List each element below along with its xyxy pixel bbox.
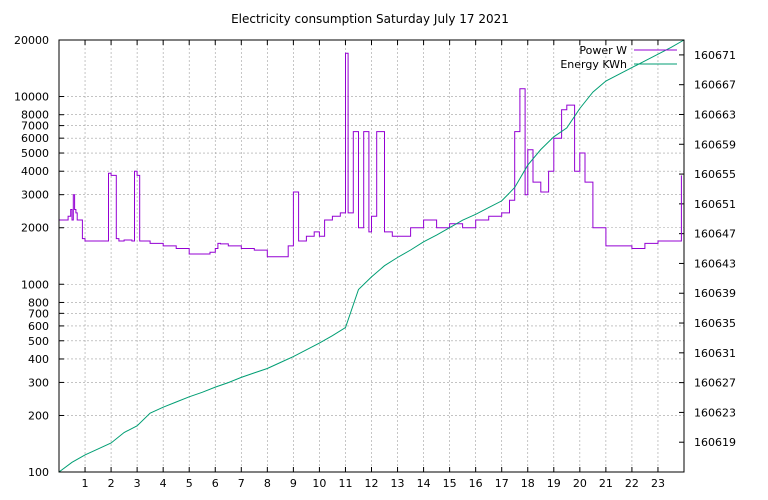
- y-right-tick-label: 160647: [694, 228, 736, 241]
- x-tick-label: 20: [573, 477, 587, 490]
- series-layer: [58, 39, 685, 473]
- series-line-1: [58, 39, 685, 473]
- legend-label-0: Power W: [579, 44, 627, 57]
- y-right-tick-label: 160663: [694, 108, 736, 121]
- legend-label-1: Energy KWh: [560, 58, 627, 71]
- y-right-tick-label: 160655: [694, 168, 736, 181]
- x-tick-label: 1: [82, 477, 89, 490]
- y-right-tick-label: 160623: [694, 406, 736, 419]
- y-left-tick-label: 4000: [21, 165, 49, 178]
- x-tick-label: 15: [443, 477, 457, 490]
- y-right-tick-label: 160643: [694, 257, 736, 270]
- x-tick-label: 14: [417, 477, 431, 490]
- x-tick-label: 10: [312, 477, 326, 490]
- y-right-tick-label: 160635: [694, 317, 736, 330]
- y-right-tick-label: 160667: [694, 79, 736, 92]
- y-left-tick-label: 7000: [21, 120, 49, 133]
- x-tick-label: 2: [108, 477, 115, 490]
- y-left-tick-label: 700: [28, 307, 49, 320]
- y-left-tick-label: 1000: [21, 278, 49, 291]
- y-right-tick-label: 160671: [694, 49, 736, 62]
- chart-title: Electricity consumption Saturday July 17…: [231, 12, 509, 26]
- y-right-tick-label: 160619: [694, 436, 736, 449]
- x-tick-label: 4: [160, 477, 167, 490]
- x-tick-label: 18: [521, 477, 535, 490]
- plot-frame: [58, 39, 685, 473]
- y-left-tick-label: 800: [28, 296, 49, 309]
- x-tick-label: 9: [290, 477, 297, 490]
- x-tick-label: 13: [391, 477, 405, 490]
- x-tick-label: 11: [338, 477, 352, 490]
- x-axis: 1 2 3 4 5 6 7 8 9 10 11 12 13 14 15 16 17 18 19 20 21 22 23: [82, 40, 665, 490]
- x-tick-label: 16: [469, 477, 483, 490]
- y-right-tick-label: 160651: [694, 198, 736, 211]
- y-left-tick-label: 500: [28, 335, 49, 348]
- x-tick-label: 5: [186, 477, 193, 490]
- y-left-tick-label: 300: [28, 376, 49, 389]
- y-left-tick-label: 5000: [21, 147, 49, 160]
- y-left-tick-label: 400: [28, 353, 49, 366]
- y-left-tick-label: 8000: [21, 109, 49, 122]
- y-left-tick-label: 100: [28, 466, 49, 479]
- y-right-tick-label: 160627: [694, 377, 736, 390]
- series-line-0: [59, 52, 682, 258]
- y-right-tick-label: 160659: [694, 138, 736, 151]
- x-tick-label: 3: [134, 477, 141, 490]
- y-left-tick-label: 200: [28, 409, 49, 422]
- x-tick-label: 22: [625, 477, 639, 490]
- x-tick-label: 12: [365, 477, 379, 490]
- y-right-tick-label: 160639: [694, 287, 736, 300]
- x-tick-label: 17: [495, 477, 509, 490]
- y-right-tick-label: 160631: [694, 347, 736, 360]
- x-tick-label: 19: [547, 477, 561, 490]
- x-tick-label: 8: [264, 477, 271, 490]
- grid-lines: [59, 39, 684, 473]
- y-left-tick-label: 20000: [14, 34, 49, 47]
- y-left-tick-label: 10000: [14, 91, 49, 104]
- y-left-tick-label: 600: [28, 320, 49, 333]
- y-axis-right: 160619 160623 160627 160631 160635 160639 1606…: [679, 49, 736, 449]
- x-tick-label: 23: [651, 477, 665, 490]
- x-tick-label: 6: [212, 477, 219, 490]
- x-tick-label: 21: [599, 477, 613, 490]
- y-left-tick-label: 3000: [21, 189, 49, 202]
- y-left-tick-label: 2000: [21, 222, 49, 235]
- y-left-tick-label: 6000: [21, 132, 49, 145]
- x-tick-label: 7: [238, 477, 245, 490]
